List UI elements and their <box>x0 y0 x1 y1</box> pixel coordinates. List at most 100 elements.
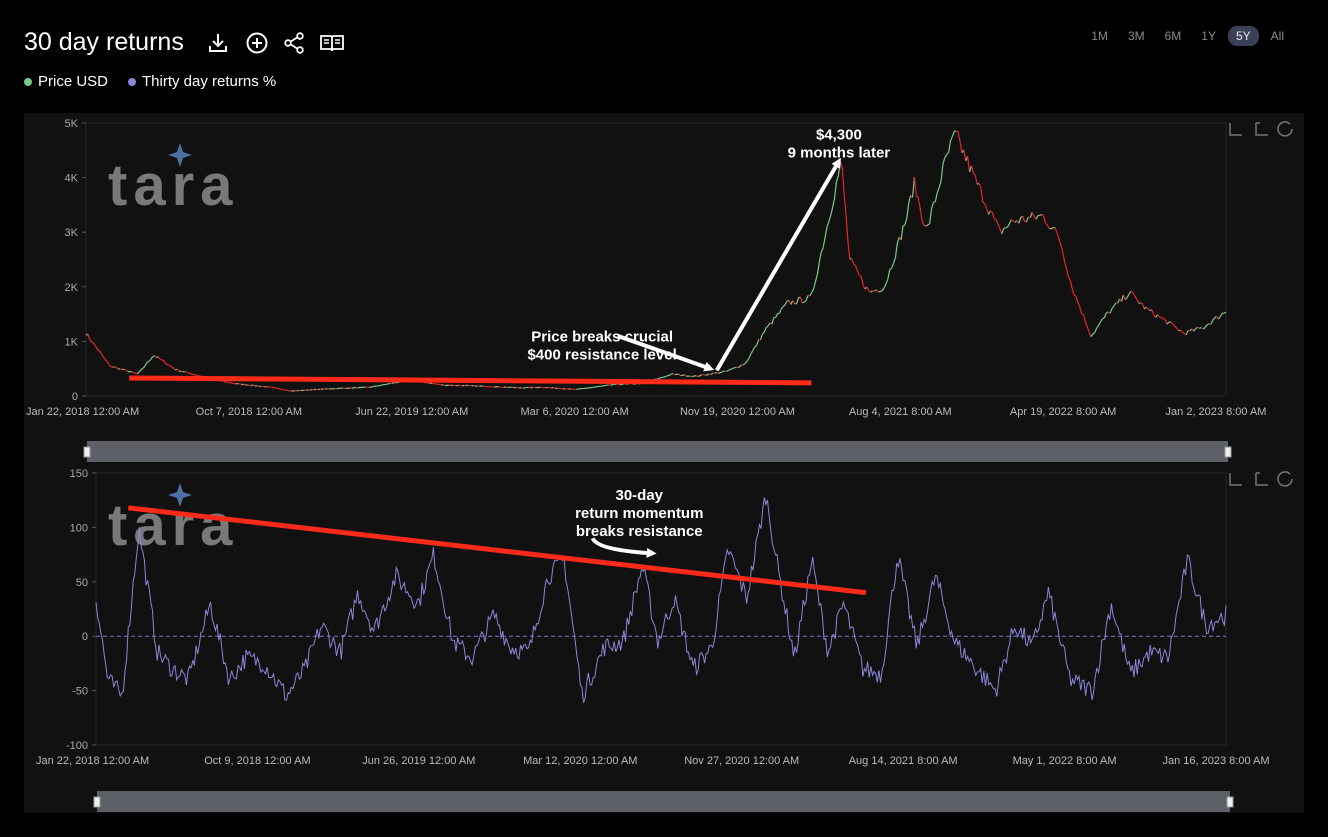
add-circle-icon[interactable] <box>244 30 270 56</box>
x-tick-label: Jan 16, 2023 8:00 AM <box>1162 755 1269 767</box>
price-segment <box>963 149 967 161</box>
price-range-navigator-right-handle[interactable] <box>1224 446 1232 458</box>
price-segment <box>1147 308 1151 312</box>
returns-range-navigator-left-handle[interactable] <box>93 796 101 808</box>
price-segment <box>866 286 870 292</box>
price-segment <box>917 197 921 208</box>
price-segment <box>357 386 360 389</box>
price-segment <box>915 195 919 198</box>
price-segment <box>834 181 838 198</box>
zoom-reset-icon[interactable] <box>1255 472 1268 486</box>
price-range-navigator-track[interactable] <box>87 441 1228 462</box>
price-segment <box>1025 216 1029 223</box>
x-tick-label: Nov 19, 2020 12:00 AM <box>680 406 795 418</box>
zoom-box-icon[interactable] <box>1229 123 1242 136</box>
price-segment <box>119 368 123 371</box>
price-segment <box>727 368 731 372</box>
price-segment <box>815 273 819 282</box>
price-range-navigator[interactable] <box>83 441 1232 462</box>
price-segment <box>1130 290 1134 294</box>
price-range-navigator-left-handle[interactable] <box>83 446 91 458</box>
price-segment <box>682 374 685 377</box>
price-segment <box>784 300 788 305</box>
price-segment <box>839 161 843 168</box>
price-segment <box>830 206 834 216</box>
price-segment <box>892 257 896 264</box>
price-segment <box>970 165 974 174</box>
price-segment <box>1109 308 1113 314</box>
legend-item-returns[interactable]: Thirty day returns % <box>128 73 276 90</box>
handle-grip[interactable] <box>1226 796 1234 808</box>
price-segment <box>746 357 750 362</box>
annotation-breakout-line: Price breaks crucial <box>531 328 673 345</box>
range-1y-button[interactable]: 1Y <box>1201 29 1216 43</box>
price-segment <box>929 209 933 224</box>
handle-grip[interactable] <box>1224 446 1232 458</box>
price-segment <box>1010 219 1014 222</box>
price-segment <box>782 304 786 307</box>
y-tick-label: 5K <box>65 118 79 130</box>
price-segment <box>1098 321 1102 326</box>
price-segment <box>1062 251 1066 262</box>
handle-grip[interactable] <box>93 796 101 808</box>
price-segment <box>845 214 849 241</box>
price-segment <box>972 172 976 176</box>
restore-icon[interactable] <box>1277 471 1293 487</box>
price-segment <box>230 382 233 384</box>
watermark-star-icon <box>168 143 192 167</box>
price-segment <box>1103 312 1107 318</box>
price-segment <box>553 387 556 389</box>
restore-icon[interactable] <box>1277 121 1293 137</box>
range-all-button[interactable]: All <box>1270 29 1284 43</box>
price-segment <box>763 327 767 333</box>
price-segment <box>887 269 891 280</box>
price-segment <box>91 341 94 344</box>
price-segment <box>131 371 134 374</box>
annotation-arrow-momentum <box>590 537 657 558</box>
price-segment <box>188 372 191 375</box>
price-segment <box>699 374 702 377</box>
range-3m-button[interactable]: 3M <box>1127 29 1145 43</box>
share-icon[interactable] <box>281 30 307 56</box>
range-1m-button[interactable]: 1M <box>1091 29 1108 43</box>
returns-range-navigator-track[interactable] <box>97 791 1230 812</box>
price-segment <box>748 353 752 359</box>
price-segment <box>933 201 936 203</box>
y-tick-label: 4K <box>65 173 79 185</box>
price-segment <box>473 385 476 387</box>
price-segment <box>949 136 953 142</box>
book-icon[interactable] <box>318 30 346 56</box>
returns-range-navigator-right-handle[interactable] <box>1226 796 1234 808</box>
range-6m-button[interactable]: 6M <box>1164 29 1182 43</box>
price-segment <box>1162 317 1166 321</box>
price-segment <box>252 384 256 387</box>
y-tick-label: 100 <box>70 522 88 534</box>
handle-grip[interactable] <box>83 446 91 458</box>
price-segment <box>370 385 374 388</box>
price-segment <box>1060 244 1064 252</box>
zoom-box-icon[interactable] <box>1229 473 1242 486</box>
chart-panel: 0 1K 2K 3K 4K 5K Jan 22, 2018 12:00 AM Oct 7, 2… <box>24 113 1304 813</box>
download-icon[interactable] <box>205 30 231 56</box>
price-segment <box>1058 237 1062 245</box>
price-segment <box>1136 298 1140 304</box>
price-segment <box>125 369 129 373</box>
price-segment <box>900 225 904 241</box>
price-segment <box>1197 326 1200 329</box>
price-segment <box>1210 320 1214 325</box>
price-segment <box>152 355 155 358</box>
price-segment <box>317 388 320 391</box>
zoom-reset-icon[interactable] <box>1255 122 1268 136</box>
range-5y-button[interactable]: 5Y <box>1227 26 1259 46</box>
price-segment <box>1219 313 1223 317</box>
price-segment <box>1185 330 1189 335</box>
price-segment <box>771 317 775 325</box>
price-segment <box>1113 302 1117 307</box>
returns-resistance-trendline <box>127 505 867 596</box>
returns-range-navigator[interactable] <box>93 791 1234 812</box>
price-segment <box>1018 217 1022 224</box>
price-segment <box>991 211 995 219</box>
price-segment <box>744 360 748 364</box>
price-segment <box>889 267 892 271</box>
legend-item-price[interactable]: Price USD <box>24 73 108 90</box>
